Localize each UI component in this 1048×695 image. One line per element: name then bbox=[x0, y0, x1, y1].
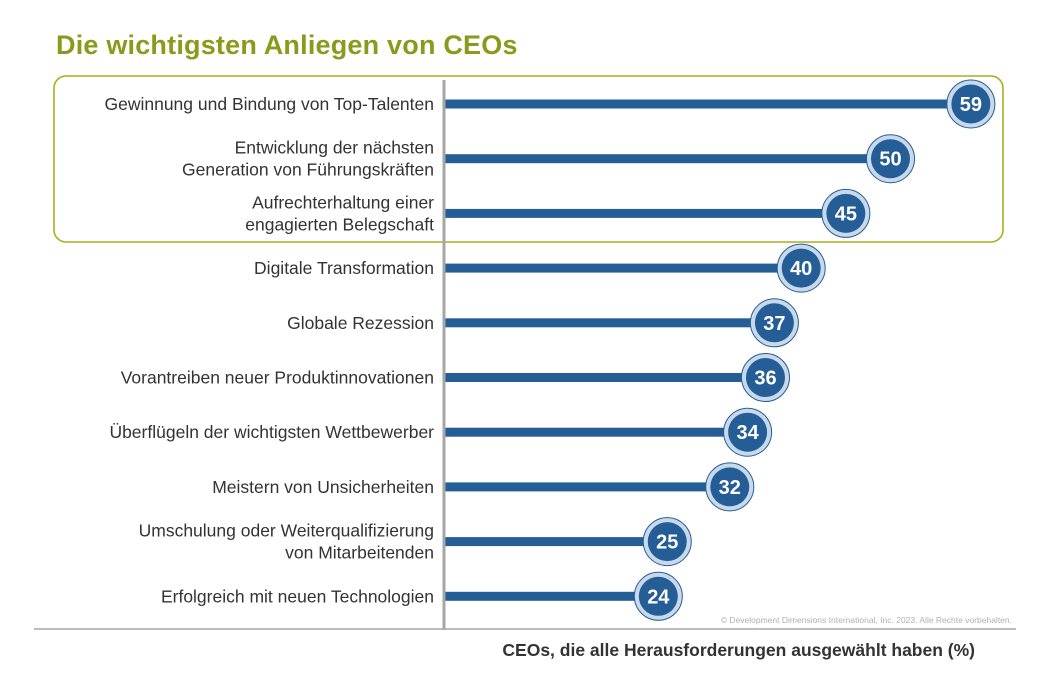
bar bbox=[444, 482, 730, 492]
value-badge bbox=[754, 303, 794, 343]
category-label: Aufrechterhaltung einer bbox=[252, 192, 434, 212]
bar bbox=[444, 263, 802, 273]
bar bbox=[444, 427, 748, 437]
bar bbox=[444, 154, 891, 164]
data-label: 34 bbox=[736, 422, 759, 444]
bar bbox=[444, 537, 668, 547]
bars-group: 59 Gewinnung und Bindung von Top-Talenten… bbox=[104, 79, 996, 621]
value-badge bbox=[638, 576, 678, 616]
category-label: von Mitarbeitenden bbox=[285, 543, 434, 563]
bar bbox=[444, 208, 846, 218]
category-label: Gewinnung und Bindung von Top-Talenten bbox=[104, 94, 434, 114]
value-badge bbox=[710, 467, 750, 507]
category-label: Globale Rezession bbox=[287, 313, 434, 333]
category-label: Vorantreiben neuer Produktinnovationen bbox=[121, 368, 434, 388]
data-label: 25 bbox=[656, 532, 678, 554]
value-badge bbox=[871, 139, 910, 179]
bar bbox=[444, 591, 659, 601]
value-badge bbox=[728, 412, 768, 452]
category-label: Erfolgreich mit neuen Technologien bbox=[161, 586, 434, 606]
data-label: 37 bbox=[763, 313, 785, 335]
data-label: 59 bbox=[960, 94, 982, 116]
data-label: 36 bbox=[754, 368, 776, 390]
bar bbox=[444, 373, 766, 382]
bar bbox=[444, 99, 971, 109]
data-label: 45 bbox=[835, 203, 857, 225]
data-label: 24 bbox=[647, 586, 670, 608]
x-axis-label: CEOs, die alle Herausforderungen ausgewä… bbox=[502, 640, 975, 660]
value-badge bbox=[951, 84, 991, 124]
category-label: engagierten Belegschaft bbox=[245, 214, 434, 234]
bar bbox=[444, 318, 775, 328]
value-badge bbox=[745, 358, 785, 397]
category-label: Digitale Transformation bbox=[254, 258, 434, 278]
chart-title: Die wichtigsten Anliegen von CEOs bbox=[56, 30, 518, 60]
copyright-text: © Development Dimensions International, … bbox=[721, 615, 1012, 625]
category-label: Überflügeln der wichtigsten Wettbewerber bbox=[109, 422, 434, 442]
category-label: Generation von Führungskräften bbox=[182, 160, 434, 180]
data-label: 50 bbox=[879, 149, 901, 171]
category-label: Entwicklung der nächsten bbox=[235, 138, 434, 158]
value-badge bbox=[781, 248, 821, 288]
category-label: Meistern von Unsicherheiten bbox=[212, 477, 434, 497]
highlight-box bbox=[53, 75, 1004, 243]
value-badge bbox=[826, 193, 866, 233]
data-label: 32 bbox=[719, 477, 741, 499]
value-badge bbox=[647, 522, 687, 562]
category-label: Umschulung oder Weiterqualifizierung bbox=[139, 521, 434, 541]
data-label: 40 bbox=[790, 258, 812, 280]
